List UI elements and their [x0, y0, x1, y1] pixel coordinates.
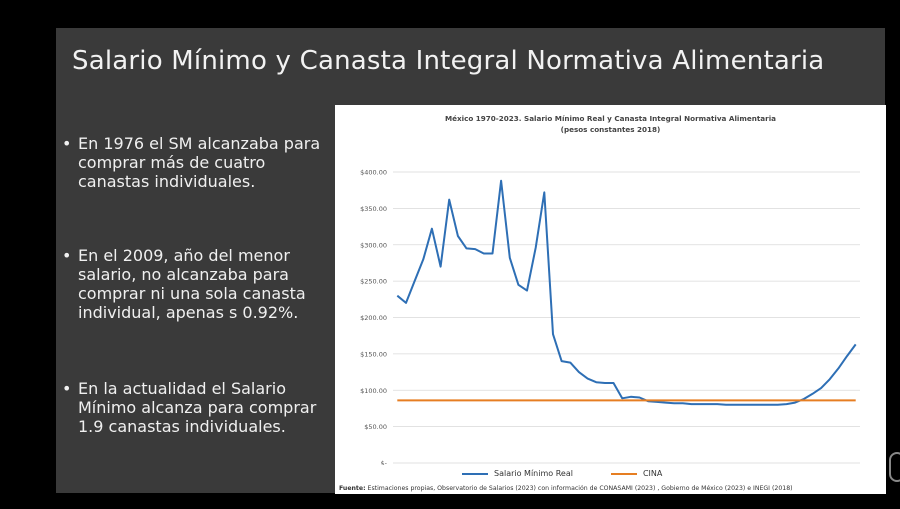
slide-title: Salario Mínimo y Canasta Integral Normat… [72, 46, 825, 76]
series-line-salario [396, 179, 857, 406]
bullet-dot: • [62, 379, 72, 398]
chart-legend: Salario Mínimo Real CINA [462, 469, 662, 478]
legend-swatch-salario [462, 472, 488, 475]
bullet-dot: • [62, 134, 72, 153]
source-label: Fuente: [339, 485, 366, 492]
y-tick-label: $100.00 [360, 387, 387, 395]
y-tick-label: $250.00 [360, 278, 387, 286]
bullet-item: • En la actualidad el Salario Mínimo alc… [62, 379, 332, 436]
y-tick-label: $200.00 [360, 314, 387, 322]
chart-subtitle: (pesos constantes 2018) [560, 125, 661, 134]
bullet-text: En el 2009, año del menor salario, no al… [78, 246, 306, 322]
legend-item-cina: CINA [610, 469, 663, 478]
bullet-item: • En el 2009, año del menor salario, no … [62, 246, 332, 322]
source-text: Estimaciones propias, Observatorio de Sa… [367, 485, 793, 492]
y-tick-label: $300.00 [360, 241, 387, 249]
legend-item-salario: Salario Mínimo Real [462, 469, 573, 478]
y-tick-label: $400.00 [360, 169, 387, 177]
scroll-indicator[interactable] [889, 452, 900, 482]
y-tick-label: $50.00 [364, 423, 387, 431]
y-tick-label: $- [381, 460, 388, 466]
bullet-dot: • [62, 246, 72, 265]
legend-label-salario: Salario Mínimo Real [494, 469, 573, 478]
chart-title: México 1970-2023. Salario Mínimo Real y … [444, 114, 777, 123]
bullet-text: En 1976 el SM alcanzaba para comprar más… [78, 134, 321, 191]
chart-source: Fuente: Estimaciones propias, Observator… [339, 485, 793, 492]
line-chart: $- $50.00 $100.00 $150.00 $200.00 $250.00 $300… [360, 169, 860, 466]
legend-swatch-cina [610, 472, 637, 475]
legend-label-cina: CINA [642, 469, 663, 478]
y-tick-label: $150.00 [360, 350, 387, 358]
chart-panel: México 1970-2023. Salario Mínimo Real y … [335, 105, 886, 494]
bullet-item: • En 1976 el SM alcanzaba para comprar m… [62, 134, 332, 191]
bullet-text: En la actualidad el Salario Mínimo alcan… [78, 379, 317, 436]
y-tick-label: $350.00 [360, 205, 387, 213]
slide: Salario Mínimo y Canasta Integral Normat… [56, 28, 886, 494]
